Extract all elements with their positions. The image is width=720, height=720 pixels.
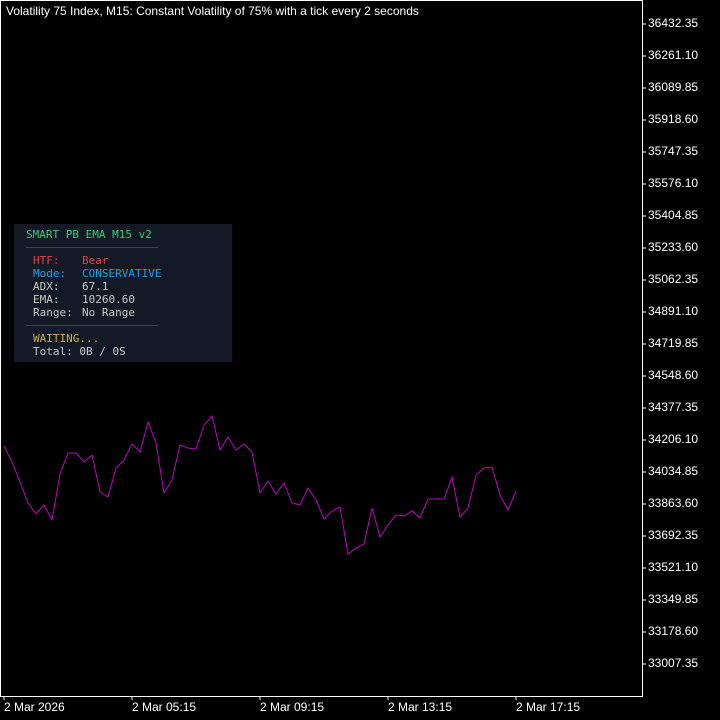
- y-tick-label: 33178.60: [648, 624, 698, 638]
- y-tick-label: 35747.35: [648, 144, 698, 158]
- info-panel: SMART PB EMA M15 v2 HTF: Bear Mode: CONS…: [14, 224, 232, 362]
- y-tick-label: 35918.60: [648, 112, 698, 126]
- y-tick-label: 33692.35: [648, 528, 698, 542]
- x-tick-label: 2 Mar 09:15: [260, 700, 324, 714]
- panel-label: EMA:: [33, 293, 60, 306]
- y-tick-label: 35233.60: [648, 240, 698, 254]
- y-tick-label: 33863.60: [648, 496, 698, 510]
- panel-title: SMART PB EMA M15 v2: [26, 228, 152, 241]
- panel-label: HTF:: [33, 254, 60, 267]
- y-tick-label: 35062.35: [648, 272, 698, 286]
- x-tick-label: 2 Mar 13:15: [388, 700, 452, 714]
- y-tick-label: 36089.85: [648, 80, 698, 94]
- y-tick-label: 36432.35: [648, 16, 698, 30]
- panel-value: 67.1: [82, 280, 109, 293]
- y-tick-label: 34891.10: [648, 304, 698, 318]
- panel-label: ADX:: [33, 280, 60, 293]
- x-tick-label: 2 Mar 17:15: [516, 700, 580, 714]
- panel-value: 10260.60: [82, 293, 135, 306]
- x-tick-label: 2 Mar 2026: [4, 700, 65, 714]
- y-tick-label: 33349.85: [648, 592, 698, 606]
- y-tick-label: 34548.60: [648, 368, 698, 382]
- y-tick-label: 36261.10: [648, 48, 698, 62]
- panel-value: CONSERVATIVE: [82, 267, 161, 280]
- y-tick-label: 34206.10: [648, 432, 698, 446]
- y-tick-label: 34719.85: [648, 336, 698, 350]
- panel-label: Mode:: [33, 267, 66, 280]
- x-tick-label: 2 Mar 05:15: [132, 700, 196, 714]
- panel-value: No Range: [82, 306, 135, 319]
- plot-frame: [0, 0, 643, 697]
- chart-title: Volatility 75 Index, M15: Constant Volat…: [6, 4, 419, 18]
- panel-value: Bear: [82, 254, 109, 267]
- y-tick-label: 34377.35: [648, 400, 698, 414]
- y-tick-label: 33007.35: [648, 656, 698, 670]
- y-tick-label: 35404.85: [648, 208, 698, 222]
- y-tick-label: 34034.85: [648, 464, 698, 478]
- price-line: [3, 414, 517, 555]
- panel-total: Total: 0B / 0S: [33, 345, 126, 358]
- y-tick-label: 35576.10: [648, 176, 698, 190]
- y-tick-label: 33521.10: [648, 560, 698, 574]
- panel-status: WAITING...: [33, 332, 99, 345]
- panel-label: Range:: [33, 306, 73, 319]
